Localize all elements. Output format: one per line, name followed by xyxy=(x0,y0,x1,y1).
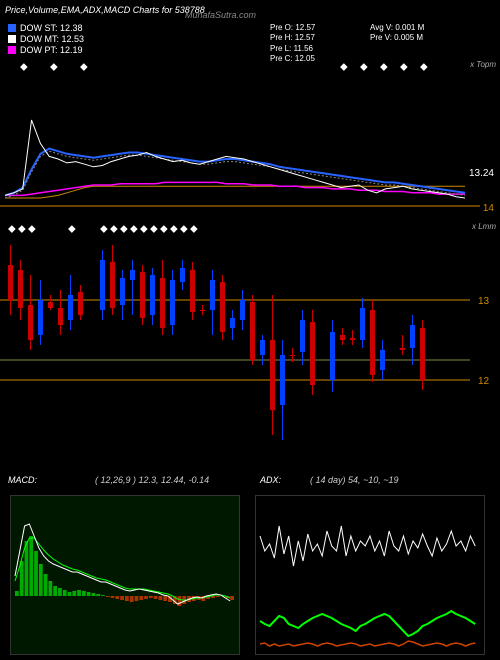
legend-swatch xyxy=(8,46,16,54)
legend-label: DOW MT: 12.53 xyxy=(20,34,84,44)
price-panel: x Topm ⬥⬥⬥⬥⬥⬥⬥⬥ 13.24 14 xyxy=(0,58,500,208)
adx-params: ( 14 day) 54, ~10, ~19 xyxy=(310,475,399,485)
svg-text:⬥: ⬥ xyxy=(8,223,16,235)
watermark: MunafaSutra.com xyxy=(185,10,256,20)
candlestick-chart: 1312⬥⬥⬥⬥⬥⬥⬥⬥⬥⬥⬥⬥⬥⬥ xyxy=(0,220,500,460)
stat-row: Pre V: 0.005 M xyxy=(370,33,424,43)
top-axis-label: x Topm xyxy=(470,60,496,69)
svg-text:⬥: ⬥ xyxy=(180,223,188,235)
svg-text:⬥: ⬥ xyxy=(360,61,368,73)
svg-text:⬥: ⬥ xyxy=(80,61,88,73)
chart-title: Price,Volume,EMA,ADX,MACD Charts for 538… xyxy=(5,5,205,15)
price-chart: ⬥ ⬥ ⬥ ⬥ ⬥ ⬥ ⬥ ⬥ xyxy=(0,58,500,208)
svg-text:⬥: ⬥ xyxy=(28,223,36,235)
adx-panel xyxy=(255,495,485,655)
adx-title: ADX: xyxy=(260,475,281,485)
header: Price,Volume,EMA,ADX,MACD Charts for 538… xyxy=(5,5,495,53)
svg-text:⬥: ⬥ xyxy=(400,61,408,73)
svg-text:⬥: ⬥ xyxy=(170,223,178,235)
svg-text:13: 13 xyxy=(478,296,490,307)
svg-text:⬥: ⬥ xyxy=(420,61,428,73)
legend-swatch xyxy=(8,24,16,32)
stat-row: Pre O: 12.57 xyxy=(270,23,315,33)
legend-item: DOW PT: 12.19 xyxy=(8,45,84,55)
macd-panel xyxy=(10,495,240,655)
mid-axis-label: x Lmm xyxy=(472,222,496,231)
svg-text:⬥: ⬥ xyxy=(340,61,348,73)
svg-text:⬥: ⬥ xyxy=(50,61,58,73)
legend: DOW ST: 12.38DOW MT: 12.53DOW PT: 12.19 xyxy=(8,23,84,56)
svg-text:⬥: ⬥ xyxy=(18,223,26,235)
macd-title: MACD: xyxy=(8,475,37,485)
volume-stats: Avg V: 0.001 MPre V: 0.005 M xyxy=(370,23,424,44)
svg-text:⬥: ⬥ xyxy=(120,223,128,235)
svg-text:⬥: ⬥ xyxy=(100,223,108,235)
price-level-14: 14 xyxy=(483,203,494,214)
svg-text:⬥: ⬥ xyxy=(190,223,198,235)
price-callout: 13.24 xyxy=(469,168,494,179)
svg-text:⬥: ⬥ xyxy=(110,223,118,235)
legend-label: DOW PT: 12.19 xyxy=(20,45,83,55)
legend-swatch xyxy=(8,35,16,43)
svg-text:⬥: ⬥ xyxy=(68,223,76,235)
svg-text:⬥: ⬥ xyxy=(140,223,148,235)
svg-text:⬥: ⬥ xyxy=(380,61,388,73)
adx-chart xyxy=(256,496,484,654)
svg-text:⬥: ⬥ xyxy=(20,61,28,73)
svg-text:⬥: ⬥ xyxy=(130,223,138,235)
svg-text:12: 12 xyxy=(478,376,490,387)
stat-row: Pre H: 12.57 xyxy=(270,33,315,43)
stat-row: Pre L: 11.56 xyxy=(270,44,315,54)
legend-item: DOW ST: 12.38 xyxy=(8,23,84,33)
macd-chart xyxy=(11,496,239,654)
macd-params: ( 12,26,9 ) 12.3, 12.44, -0.14 xyxy=(95,475,209,485)
stat-row: Avg V: 0.001 M xyxy=(370,23,424,33)
svg-text:⬥: ⬥ xyxy=(160,223,168,235)
candle-panel: x Lmm 1312⬥⬥⬥⬥⬥⬥⬥⬥⬥⬥⬥⬥⬥⬥ xyxy=(0,220,500,460)
legend-item: DOW MT: 12.53 xyxy=(8,34,84,44)
legend-label: DOW ST: 12.38 xyxy=(20,23,83,33)
svg-text:⬥: ⬥ xyxy=(150,223,158,235)
